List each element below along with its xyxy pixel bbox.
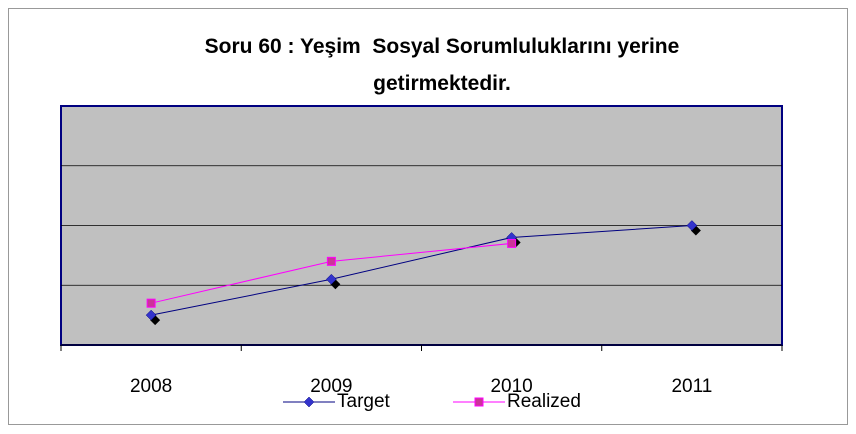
marker bbox=[507, 238, 517, 248]
marker bbox=[145, 309, 157, 321]
marker bbox=[326, 256, 336, 266]
x-tick-label: 2009 bbox=[310, 376, 352, 397]
x-tick-label: 2008 bbox=[130, 376, 172, 397]
x-tick-label: 2011 bbox=[671, 376, 712, 397]
chart-title: Soru 60 : Yeşim Sosyal Sorumluluklarını … bbox=[204, 35, 686, 95]
marker bbox=[686, 220, 698, 231]
series-line bbox=[151, 225, 692, 316]
legend-label: Realized bbox=[507, 391, 581, 412]
marker bbox=[326, 273, 337, 285]
legend-marker bbox=[303, 396, 315, 408]
marker bbox=[146, 298, 156, 308]
legend-label: Target bbox=[337, 391, 391, 412]
legend-marker bbox=[474, 397, 484, 407]
x-tick-label: 2010 bbox=[490, 376, 532, 397]
